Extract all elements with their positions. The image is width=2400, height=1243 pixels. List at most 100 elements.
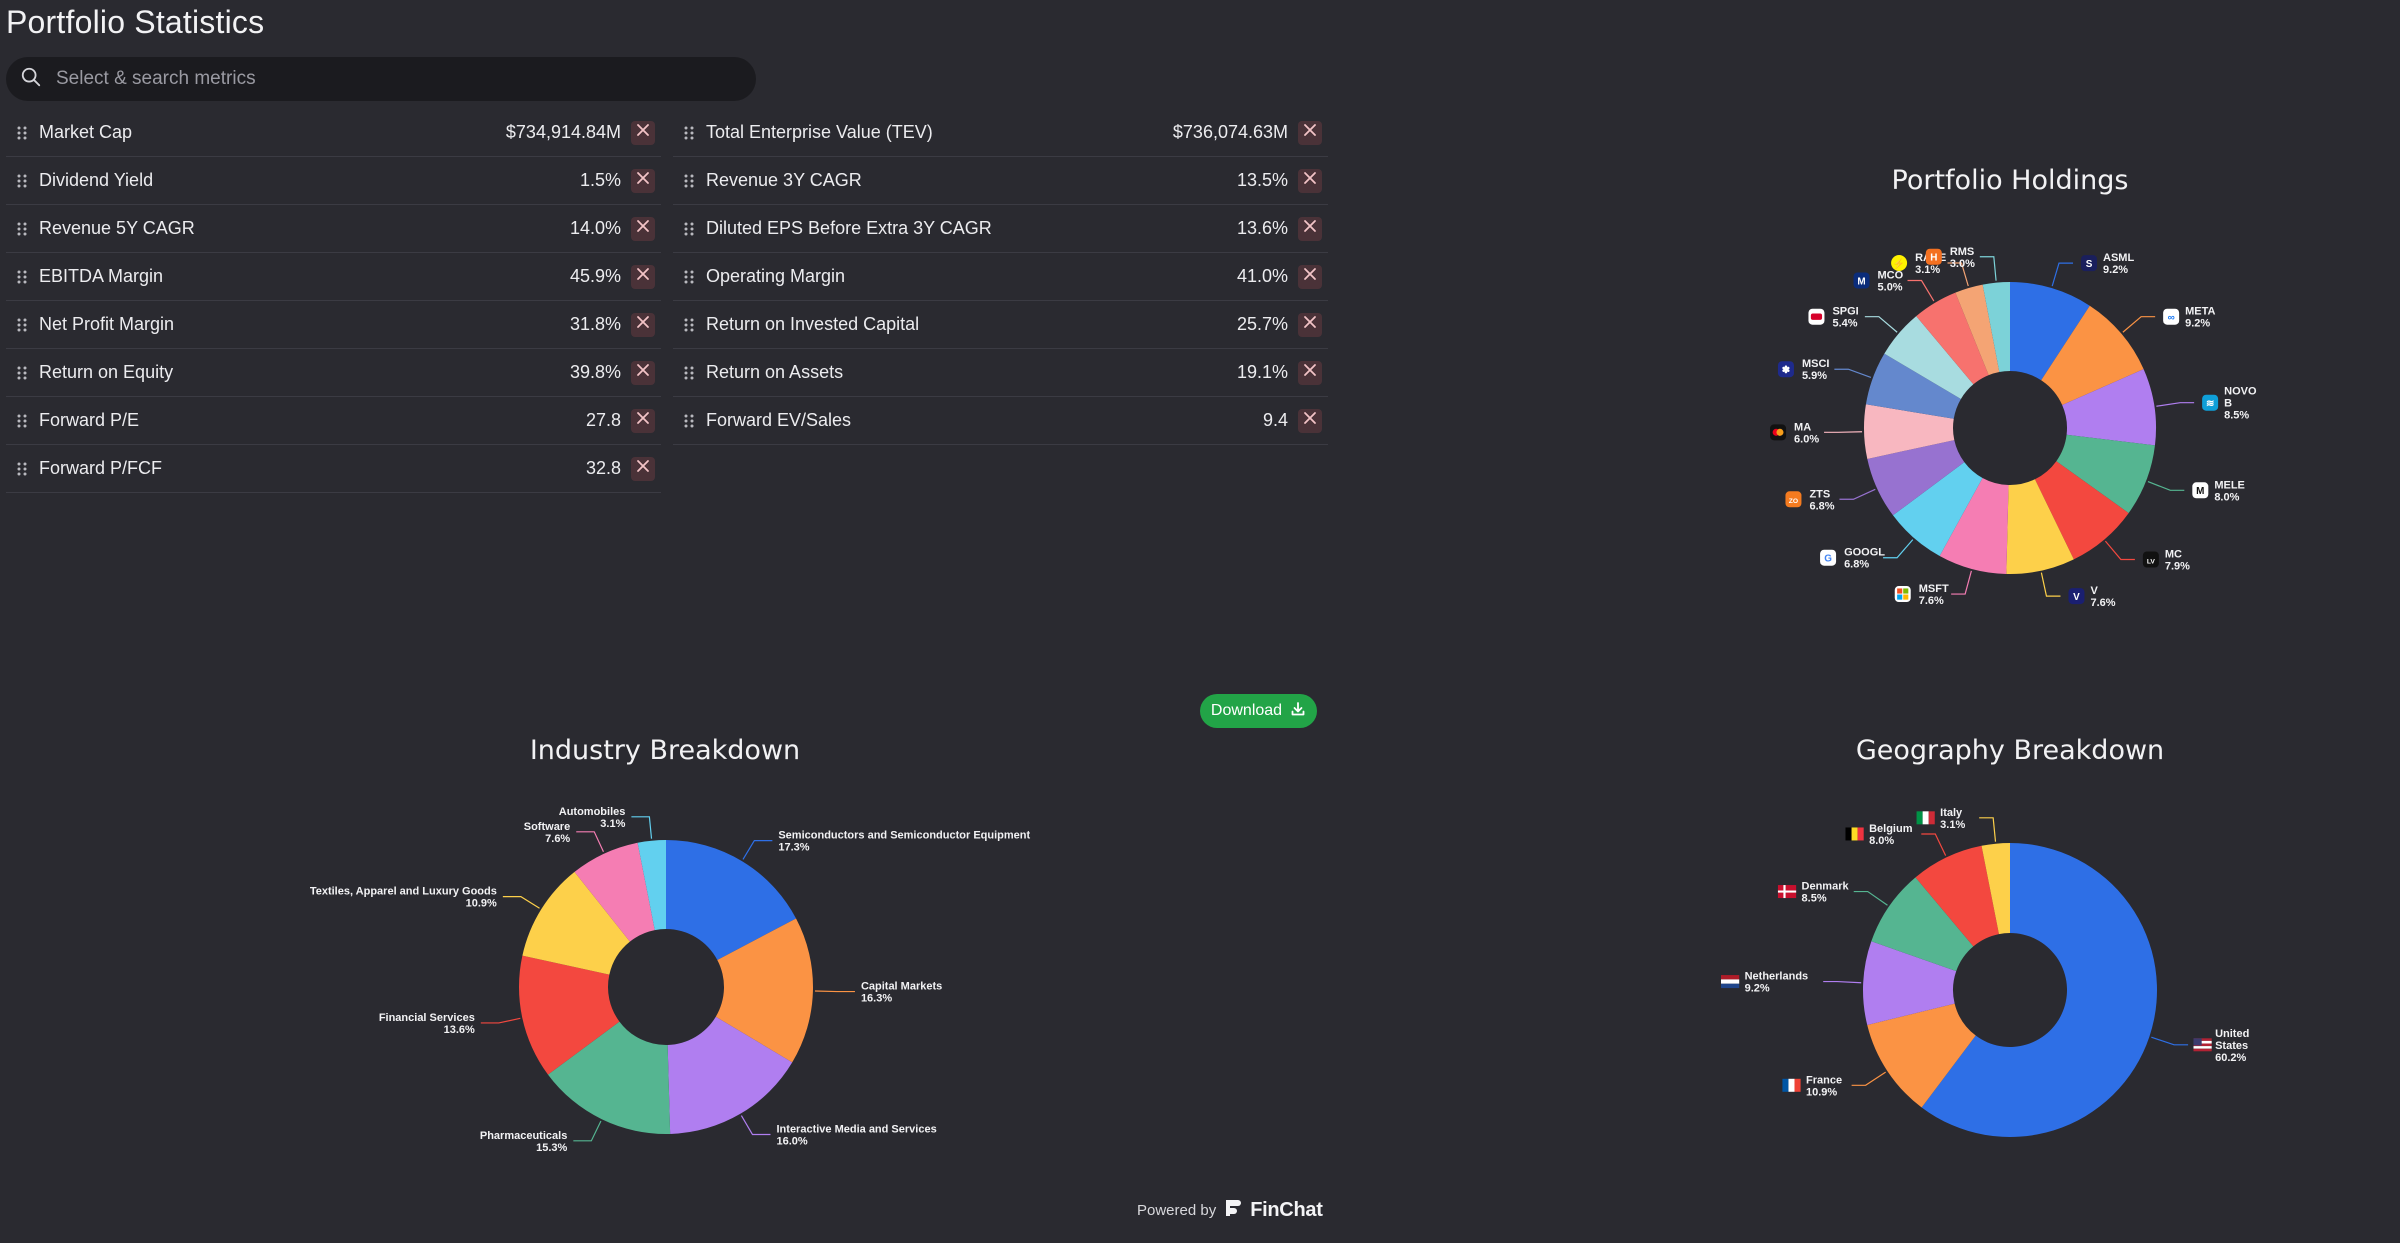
drag-handle-icon[interactable] — [12, 123, 32, 143]
download-button[interactable]: Download — [1200, 694, 1317, 728]
drag-handle-icon[interactable] — [679, 219, 699, 239]
leader-line — [1979, 256, 1997, 281]
slice-category: GOOGL — [1844, 547, 1885, 559]
slice-msci[interactable] — [1865, 353, 1961, 419]
remove-metric-button[interactable] — [631, 312, 655, 337]
drag-handle-icon[interactable] — [679, 267, 699, 287]
drag-handle-icon[interactable] — [679, 315, 699, 335]
leader-line — [2104, 540, 2135, 561]
slice-race[interactable] — [1955, 284, 2000, 376]
slice-asml[interactable] — [2010, 282, 2090, 381]
slice-value: 13.6% — [444, 1024, 475, 1036]
metric-name: Revenue 3Y CAGR — [706, 170, 862, 190]
slice-software[interactable] — [574, 842, 655, 942]
remove-metric-button[interactable] — [631, 264, 655, 289]
remove-metric-button[interactable] — [1298, 312, 1322, 337]
close-icon — [636, 363, 650, 382]
metric-name: Return on Invested Capital — [706, 314, 920, 334]
remove-metric-button[interactable] — [1298, 264, 1322, 289]
svg-text:LV: LV — [2147, 558, 2156, 565]
slice-textiles-apparel-and-luxury-goods[interactable] — [522, 871, 630, 975]
mele-logo-icon: M — [2192, 482, 2209, 499]
slice-semiconductors-and-semiconductor-equipment[interactable] — [666, 840, 797, 960]
remove-metric-button[interactable] — [1298, 360, 1322, 385]
remove-metric-button[interactable] — [631, 120, 655, 145]
metric-search[interactable] — [6, 57, 756, 101]
remove-metric-button[interactable] — [1298, 216, 1322, 241]
slice-mc[interactable] — [2034, 461, 2129, 560]
slice-denmark[interactable] — [1871, 877, 1974, 972]
powered-by-text: Powered by — [1137, 1202, 1217, 1219]
slice-msft[interactable] — [1939, 477, 2009, 574]
drag-handle-icon[interactable] — [12, 315, 32, 335]
slice-googl[interactable] — [1892, 462, 1983, 556]
drag-handle-icon[interactable] — [679, 411, 699, 431]
leader-line — [573, 1120, 602, 1142]
france-flag-icon — [1782, 1078, 1801, 1092]
metric-row: Return on Invested Capital 25.7% — [673, 301, 1328, 349]
drag-handle-icon[interactable] — [12, 267, 32, 287]
powered-by: Powered by FinChat — [1137, 1198, 1323, 1223]
drag-handle-icon[interactable] — [679, 363, 699, 383]
slice-meta[interactable] — [2041, 305, 2144, 406]
drag-handle-icon[interactable] — [12, 459, 32, 479]
drag-handle-icon[interactable] — [679, 171, 699, 191]
msci-logo-icon: ✽ — [1777, 361, 1794, 378]
slice-rms[interactable] — [1982, 282, 2010, 373]
page-title: Portfolio Statistics — [6, 4, 265, 40]
drag-handle-icon[interactable] — [12, 363, 32, 383]
leader-line — [2122, 316, 2156, 333]
remove-metric-button[interactable] — [631, 216, 655, 241]
leader-line — [2147, 481, 2185, 491]
slice-capital-markets[interactable] — [715, 918, 813, 1063]
metric-value: 45.9% — [569, 266, 621, 286]
remove-metric-button[interactable] — [631, 360, 655, 385]
slice-united-states[interactable] — [1921, 843, 2157, 1137]
drag-handle-icon[interactable] — [12, 411, 32, 431]
slice-category: Interactive Media and Services — [777, 1124, 937, 1136]
metric-value: 13.6% — [1236, 218, 1288, 238]
slice-label: MA6.0% — [1770, 421, 1819, 445]
slice-mele[interactable] — [2056, 434, 2155, 514]
slice-pharmaceuticals[interactable] — [547, 1021, 671, 1134]
drag-handle-icon[interactable] — [12, 219, 32, 239]
lvmh-logo-icon: LV — [2142, 551, 2159, 568]
slice-italy[interactable] — [1981, 843, 2010, 935]
slice-financial-services[interactable] — [519, 955, 620, 1075]
slice-value: 6.8% — [1844, 559, 1869, 571]
slice-interactive-media-and-services[interactable] — [667, 1016, 793, 1134]
leader-line — [2151, 1036, 2189, 1046]
slice-spgi[interactable] — [1884, 316, 1974, 399]
svg-text:⚡: ⚡ — [1893, 258, 1905, 270]
slice-v[interactable] — [2006, 479, 2074, 574]
close-icon — [636, 267, 650, 286]
slice-ma[interactable] — [1864, 404, 1955, 459]
remove-metric-button[interactable] — [1298, 408, 1322, 433]
slice-france[interactable] — [1867, 1003, 1976, 1108]
remove-metric-button[interactable] — [631, 456, 655, 481]
slice-value: 6.0% — [1794, 433, 1819, 445]
slice-zts[interactable] — [1867, 440, 1965, 516]
close-icon — [1303, 315, 1317, 334]
search-input[interactable] — [54, 67, 756, 91]
remove-metric-button[interactable] — [631, 408, 655, 433]
slice-belgium[interactable] — [1915, 845, 1999, 947]
remove-metric-button[interactable] — [1298, 120, 1322, 145]
slice-novo-b[interactable] — [2062, 369, 2156, 446]
slice-netherlands[interactable] — [1863, 941, 1957, 1026]
drag-handle-icon[interactable] — [679, 123, 699, 143]
remove-metric-button[interactable] — [631, 168, 655, 193]
metric-value: $734,914.84M — [505, 122, 621, 142]
drag-handle-icon[interactable] — [12, 171, 32, 191]
slice-mco[interactable] — [1916, 292, 1989, 385]
slice-automobiles[interactable] — [637, 840, 666, 931]
remove-metric-button[interactable] — [1298, 168, 1322, 193]
metric-row: Revenue 3Y CAGR 13.5% — [673, 157, 1328, 205]
close-icon — [636, 219, 650, 238]
slice-category: Textiles, Apparel and Luxury Goods — [310, 886, 497, 898]
